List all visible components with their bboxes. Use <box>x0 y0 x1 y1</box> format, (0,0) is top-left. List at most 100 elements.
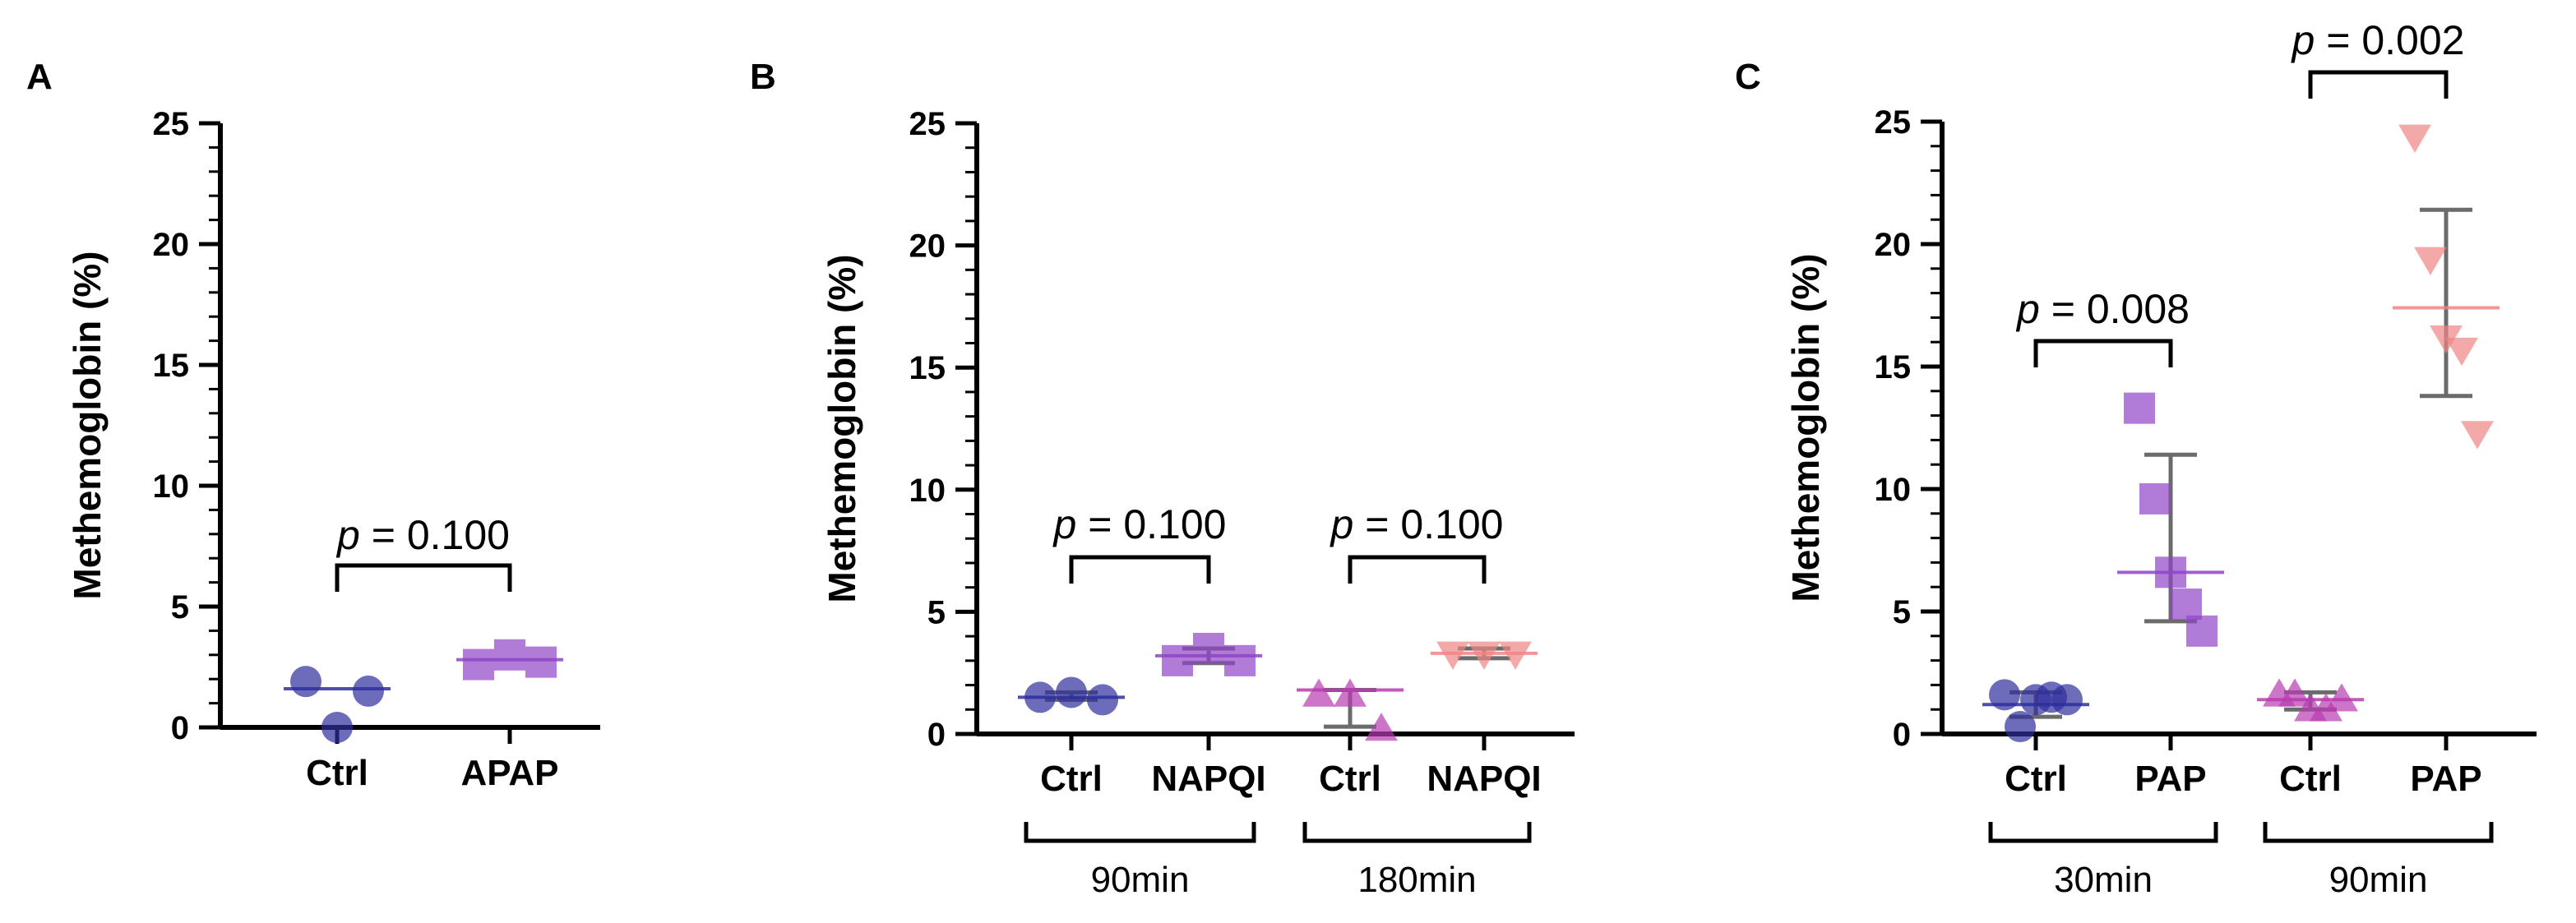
p-value-label: p = 0.100 <box>1330 501 1504 547</box>
data-point <box>1162 644 1193 676</box>
group-label: 90min <box>2329 860 2428 900</box>
category-label: APAP <box>461 753 559 793</box>
data-point <box>1193 632 1224 664</box>
data-point <box>1989 679 2020 711</box>
group-label: 30min <box>2054 860 2153 900</box>
panel-c: C 0 5 10 15 20 25 Methemoglobin (%) Ctrl PAP Ctrl P… <box>1735 17 2537 900</box>
category-label: Ctrl <box>306 753 368 793</box>
y-tick-label: 25 <box>153 106 190 142</box>
y-tick-label: 5 <box>171 589 189 625</box>
series-1 <box>2117 392 2224 647</box>
data-point <box>2398 124 2431 153</box>
data-point <box>2186 615 2218 647</box>
group-bracket <box>2263 822 2494 843</box>
group-bracket <box>1024 822 1256 843</box>
p-value-label: p = 0.002 <box>2291 17 2465 63</box>
significance-bracket <box>2033 339 2173 367</box>
y-tick-label: 0 <box>1893 717 1911 753</box>
data-point <box>2445 337 2478 367</box>
series-1 <box>1155 632 1262 676</box>
significance-bracket <box>335 563 512 592</box>
data-point <box>2139 482 2171 515</box>
panel-a: A 0 5 10 15 20 25 Methemoglobin (%) Ctrl APAP p = … <box>26 57 600 793</box>
p-value-text: = 0.100 <box>360 512 510 558</box>
series-3 <box>2393 124 2500 450</box>
data-point <box>1334 678 1367 707</box>
y-tick-label: 5 <box>1893 594 1911 630</box>
data-point <box>1499 641 1532 670</box>
series-0 <box>284 666 391 743</box>
y-tick-label: 20 <box>909 228 946 265</box>
series-1 <box>456 639 563 681</box>
series-2 <box>1297 678 1404 741</box>
data-point <box>2461 421 2494 450</box>
y-axis-label: Methemoglobin (%) <box>1784 253 1827 602</box>
data-point <box>2325 683 2358 712</box>
category-label: Ctrl <box>2279 759 2342 799</box>
y-tick-label: 20 <box>153 227 190 263</box>
data-point <box>1468 641 1501 670</box>
y-tick-label: 0 <box>171 710 189 746</box>
category-label: Ctrl <box>2005 759 2067 799</box>
data-point <box>494 639 525 671</box>
p-value-text: = 0.100 <box>1076 501 1226 547</box>
data-point <box>290 666 321 698</box>
y-tick-label: 5 <box>927 594 946 630</box>
series-0 <box>1018 676 1125 716</box>
p-symbol: p <box>2291 17 2315 63</box>
y-tick-label: 15 <box>153 348 190 384</box>
data-point <box>1302 678 1335 707</box>
p-value-label: p = 0.008 <box>2015 286 2190 332</box>
p-value-label: p = 0.100 <box>335 512 510 558</box>
data-point <box>2005 711 2036 743</box>
data-point <box>1056 676 1087 708</box>
category-label: PAP <box>2410 759 2481 799</box>
data-point <box>2051 684 2083 716</box>
data-point <box>525 646 557 678</box>
y-axis-label: Methemoglobin (%) <box>66 251 109 599</box>
data-point <box>1224 644 1256 676</box>
p-symbol: p <box>1052 501 1077 547</box>
y-axis-label: Methemoglobin (%) <box>821 254 863 602</box>
category-label: NAPQI <box>1151 759 1265 799</box>
data-point <box>2310 693 2342 722</box>
y-tick-label: 15 <box>909 350 946 386</box>
p-symbol: p <box>1330 501 1354 547</box>
p-value-label: p = 0.100 <box>1052 501 1227 547</box>
y-tick-label: 25 <box>1875 104 1912 141</box>
panel-letter: C <box>1735 57 1761 97</box>
data-point <box>353 675 384 707</box>
series-0 <box>1982 679 2089 743</box>
category-label: NAPQI <box>1427 759 1541 799</box>
data-point <box>1365 713 1398 741</box>
y-tick-label: 0 <box>927 717 946 753</box>
panel-letter: A <box>26 57 53 97</box>
y-tick-label: 15 <box>1875 349 1912 385</box>
p-symbol: p <box>335 512 360 558</box>
series-2 <box>2257 678 2364 722</box>
data-point <box>2414 247 2447 275</box>
p-value-text: = 0.002 <box>2315 17 2464 63</box>
p-value-text: = 0.008 <box>2040 286 2190 332</box>
y-tick-label: 20 <box>1875 227 1912 263</box>
panel-letter: B <box>750 57 776 97</box>
panel-b: B 0 5 10 15 20 25 Methemoglobin (%) Ctrl NAPQI Ctr… <box>750 57 1575 900</box>
data-point <box>1436 641 1469 670</box>
data-point <box>321 712 353 743</box>
group-label: 180min <box>1357 860 1476 900</box>
p-symbol: p <box>2015 286 2040 332</box>
category-label: Ctrl <box>1319 759 1381 799</box>
group-bracket <box>1302 822 1532 843</box>
group-label: 90min <box>1091 860 1190 900</box>
data-point <box>2171 588 2202 621</box>
category-label: PAP <box>2134 759 2206 799</box>
data-point <box>2430 325 2463 354</box>
significance-bracket <box>2308 70 2449 99</box>
significance-bracket <box>1069 555 1211 584</box>
group-bracket <box>1988 822 2218 843</box>
y-tick-label: 10 <box>909 473 946 509</box>
significance-bracket <box>1348 555 1487 584</box>
p-value-text: = 0.100 <box>1353 501 1503 547</box>
data-point <box>463 648 494 681</box>
y-tick-label: 10 <box>1875 472 1912 508</box>
